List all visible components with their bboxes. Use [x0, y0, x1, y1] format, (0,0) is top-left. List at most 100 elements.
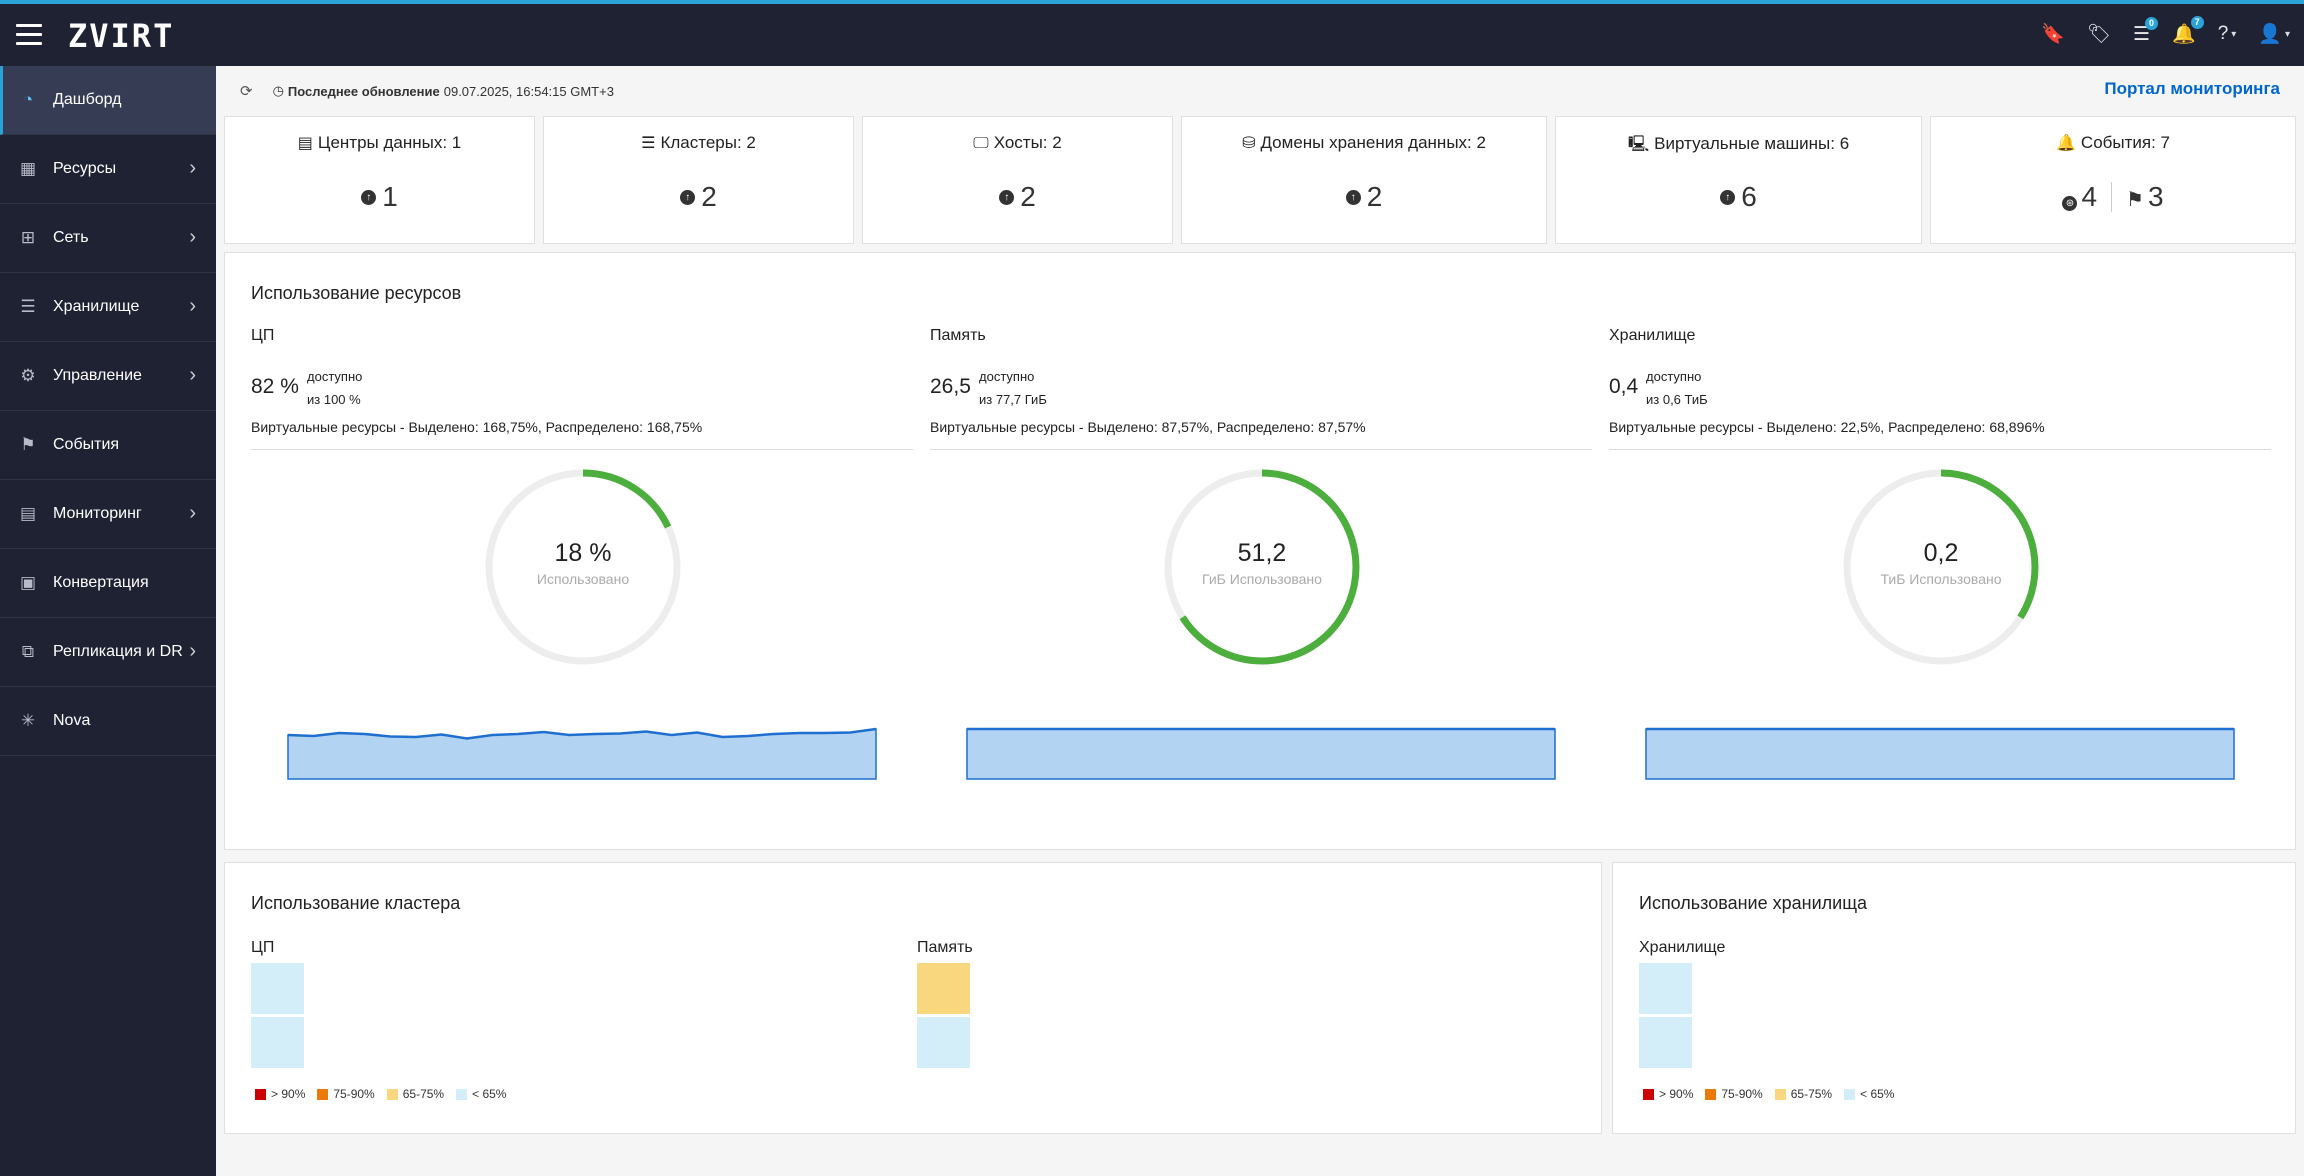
summary-card-title: 🔔 События: 7	[1931, 133, 2295, 153]
summary-card-title: 🖵 Хосты: 2	[863, 133, 1172, 153]
legend-swatch	[317, 1088, 329, 1100]
hamburger-menu-icon[interactable]	[16, 24, 42, 46]
available-label: доступно	[1646, 369, 1702, 384]
resource-column: Память 26,5 доступно из 77,7 ГиБ Виртуальные…	[930, 253, 1592, 853]
summary-card-title: ▤ Центры данных: 1	[225, 133, 534, 153]
flag-count[interactable]: ⚑ 3	[2126, 181, 2164, 213]
donut-label: Использовано	[536, 571, 630, 587]
storage-usage-panel: Использование хранилища Хранилище > 90% 7…	[1612, 862, 2296, 1134]
usage-sparkline[interactable]	[1645, 727, 2235, 781]
summary-card[interactable]: ⛁ Домены хранения данных: 2 ↑ 2	[1181, 116, 1547, 244]
sidebar-item-8[interactable]: ⧉ Репликация и DR ›	[0, 618, 216, 687]
summary-card[interactable]: ☰ Кластеры: 2 ↑ 2	[543, 116, 854, 244]
resource-usage-panel: Использование ресурсов ЦП 82 % доступно из …	[224, 252, 2296, 850]
network-icon: ⊞	[20, 228, 36, 247]
bell-icon[interactable]: 🔔 7	[2172, 16, 2204, 46]
summary-card-title: 🖳 Виртуальные машины: 6	[1556, 133, 1921, 160]
cluster-icon: ☰	[641, 135, 656, 152]
summary-card-value: ↑ 2	[1182, 181, 1546, 213]
sidebar-item-9[interactable]: ✳ Nova	[0, 687, 216, 756]
sidebar-item-2[interactable]: ⊞ Сеть ›	[0, 204, 216, 273]
summary-title-text: Виртуальные машины: 6	[1654, 134, 1850, 153]
storage-heatmap-cell[interactable]	[1639, 1017, 1692, 1068]
alert-circle-icon: ⊛	[2062, 196, 2078, 211]
legend-swatch	[1774, 1088, 1786, 1100]
utilization-donut[interactable]: 0,2 ТиБ Использовано	[1839, 465, 2043, 669]
storage-label: Хранилище	[1639, 939, 1726, 956]
sidebar-item-4[interactable]: ⚙ Управление ›	[0, 342, 216, 411]
legend-swatch	[386, 1088, 398, 1100]
divider	[251, 449, 913, 450]
resource-column: ЦП 82 % доступно из 100 % Виртуальные ресурс…	[251, 253, 913, 853]
sidebar-item-3[interactable]: ☰ Хранилище ›	[0, 273, 216, 342]
donut-value: 0,2	[1923, 539, 1959, 567]
notification-badge: 7	[2190, 16, 2204, 29]
chevron-down-icon: ▾	[2231, 28, 2237, 40]
summary-count: 2	[1366, 181, 1383, 212]
utilization-donut[interactable]: 51,2 ГиБ Использовано	[1160, 465, 1364, 669]
chevron-down-icon: ▾	[2284, 28, 2290, 40]
monitoring-portal-link[interactable]: Портал мониторинга	[2104, 79, 2280, 98]
cluster-cpu-heatmap-cell[interactable]	[251, 1017, 304, 1068]
storage-heatmap-cell[interactable]	[1639, 963, 1692, 1014]
summary-card[interactable]: 🔔 События: 7 ⊛ 4 ⚑ 3	[1930, 116, 2296, 244]
summary-card[interactable]: 🖵 Хосты: 2 ↑ 2	[862, 116, 1173, 244]
nova-icon: ✳	[20, 711, 36, 730]
sidebar-item-label: Хранилище	[53, 298, 140, 315]
legend-item: < 65%	[456, 1087, 506, 1101]
cluster-cpu-heatmap-cell[interactable]	[251, 963, 304, 1014]
chevron-right-icon: ›	[189, 640, 196, 662]
bell-icon-glyph: 🔔	[2172, 24, 2196, 45]
legend-swatch	[456, 1088, 468, 1100]
summary-title-text: Центры данных: 1	[317, 133, 462, 152]
sparkline-area	[966, 728, 1556, 780]
sidebar-item-6[interactable]: ▤ Мониторинг ›	[0, 480, 216, 549]
user-icon[interactable]: 👤 ▾	[2258, 22, 2290, 46]
virtual-resources-text: Виртуальные ресурсы - Выделено: 168,75%,…	[251, 419, 703, 435]
brand-logo[interactable]: ZVIRT	[68, 17, 175, 55]
cluster-memory-heatmap-cell[interactable]	[917, 963, 970, 1014]
summary-count: 6	[1741, 181, 1757, 212]
storage-usage-title: Использование хранилища	[1639, 893, 1868, 913]
legend-item: 75-90%	[1705, 1087, 1763, 1101]
main-content: ⟳ ◷ Последнее обновление 09.07.2025, 16:…	[216, 66, 2304, 1176]
virtual-resources-text: Виртуальные ресурсы - Выделено: 87,57%, …	[930, 419, 1366, 435]
sidebar-item-5[interactable]: ⚑ События	[0, 411, 216, 480]
replication-icon: ⧉	[21, 642, 35, 661]
refresh-icon[interactable]: ⟳	[240, 83, 253, 100]
summary-card[interactable]: ▤ Центры данных: 1 ↑ 1	[224, 116, 535, 244]
tasks-icon[interactable]: ☰ 0	[2133, 16, 2159, 46]
divider	[1609, 449, 2271, 450]
sidebar-item-1[interactable]: ▦ Ресурсы ›	[0, 135, 216, 204]
usage-sparkline[interactable]	[287, 727, 877, 781]
sidebar-item-0[interactable]: ◔ Дашборд	[0, 66, 216, 135]
dashboard-icon: ◔	[22, 90, 34, 109]
cluster-cpu-label: ЦП	[251, 939, 275, 956]
arrow-up-circle-icon: ↑	[999, 189, 1015, 205]
help-icon[interactable]: ? ▾	[2218, 23, 2237, 45]
vm-icon: 🖳	[1627, 136, 1650, 153]
legend-label: 65-75%	[1790, 1087, 1833, 1101]
summary-count: 1	[382, 181, 398, 212]
resource-name: Память	[930, 327, 986, 344]
summary-card-value: ↑ 2	[863, 181, 1172, 213]
legend-item: > 90%	[255, 1087, 305, 1101]
available-label: доступно	[979, 369, 1035, 384]
tags-icon[interactable]: 🏷	[2087, 22, 2111, 46]
summary-count: 2	[1020, 181, 1036, 212]
usage-sparkline[interactable]	[966, 727, 1556, 781]
cluster-memory-heatmap-cell[interactable]	[917, 1017, 970, 1068]
sidebar-item-7[interactable]: ▣ Конвертация	[0, 549, 216, 618]
summary-card-value: ⊛ 4 ⚑ 3	[1931, 181, 2295, 213]
legend-label: 65-75%	[402, 1087, 445, 1101]
top-icons-group: 🔖 🏷 ☰ 0 🔔 7 ? ▾ 👤 ▾	[2041, 16, 2290, 46]
legend-swatch	[1844, 1088, 1856, 1100]
summary-card[interactable]: 🖳 Виртуальные машины: 6 ↑ 6	[1555, 116, 1922, 244]
utilization-donut[interactable]: 18 % Использовано	[481, 465, 685, 669]
resource-usage-title: Использование ресурсов	[251, 283, 462, 303]
alert-count[interactable]: ⊛ 4	[2062, 181, 2097, 213]
tags-icon-glyph: 🏷	[2086, 24, 2111, 45]
donut-svg	[1164, 469, 1360, 665]
bookmark-icon[interactable]: 🔖	[2041, 22, 2065, 46]
available-total: из 100 %	[307, 392, 361, 407]
